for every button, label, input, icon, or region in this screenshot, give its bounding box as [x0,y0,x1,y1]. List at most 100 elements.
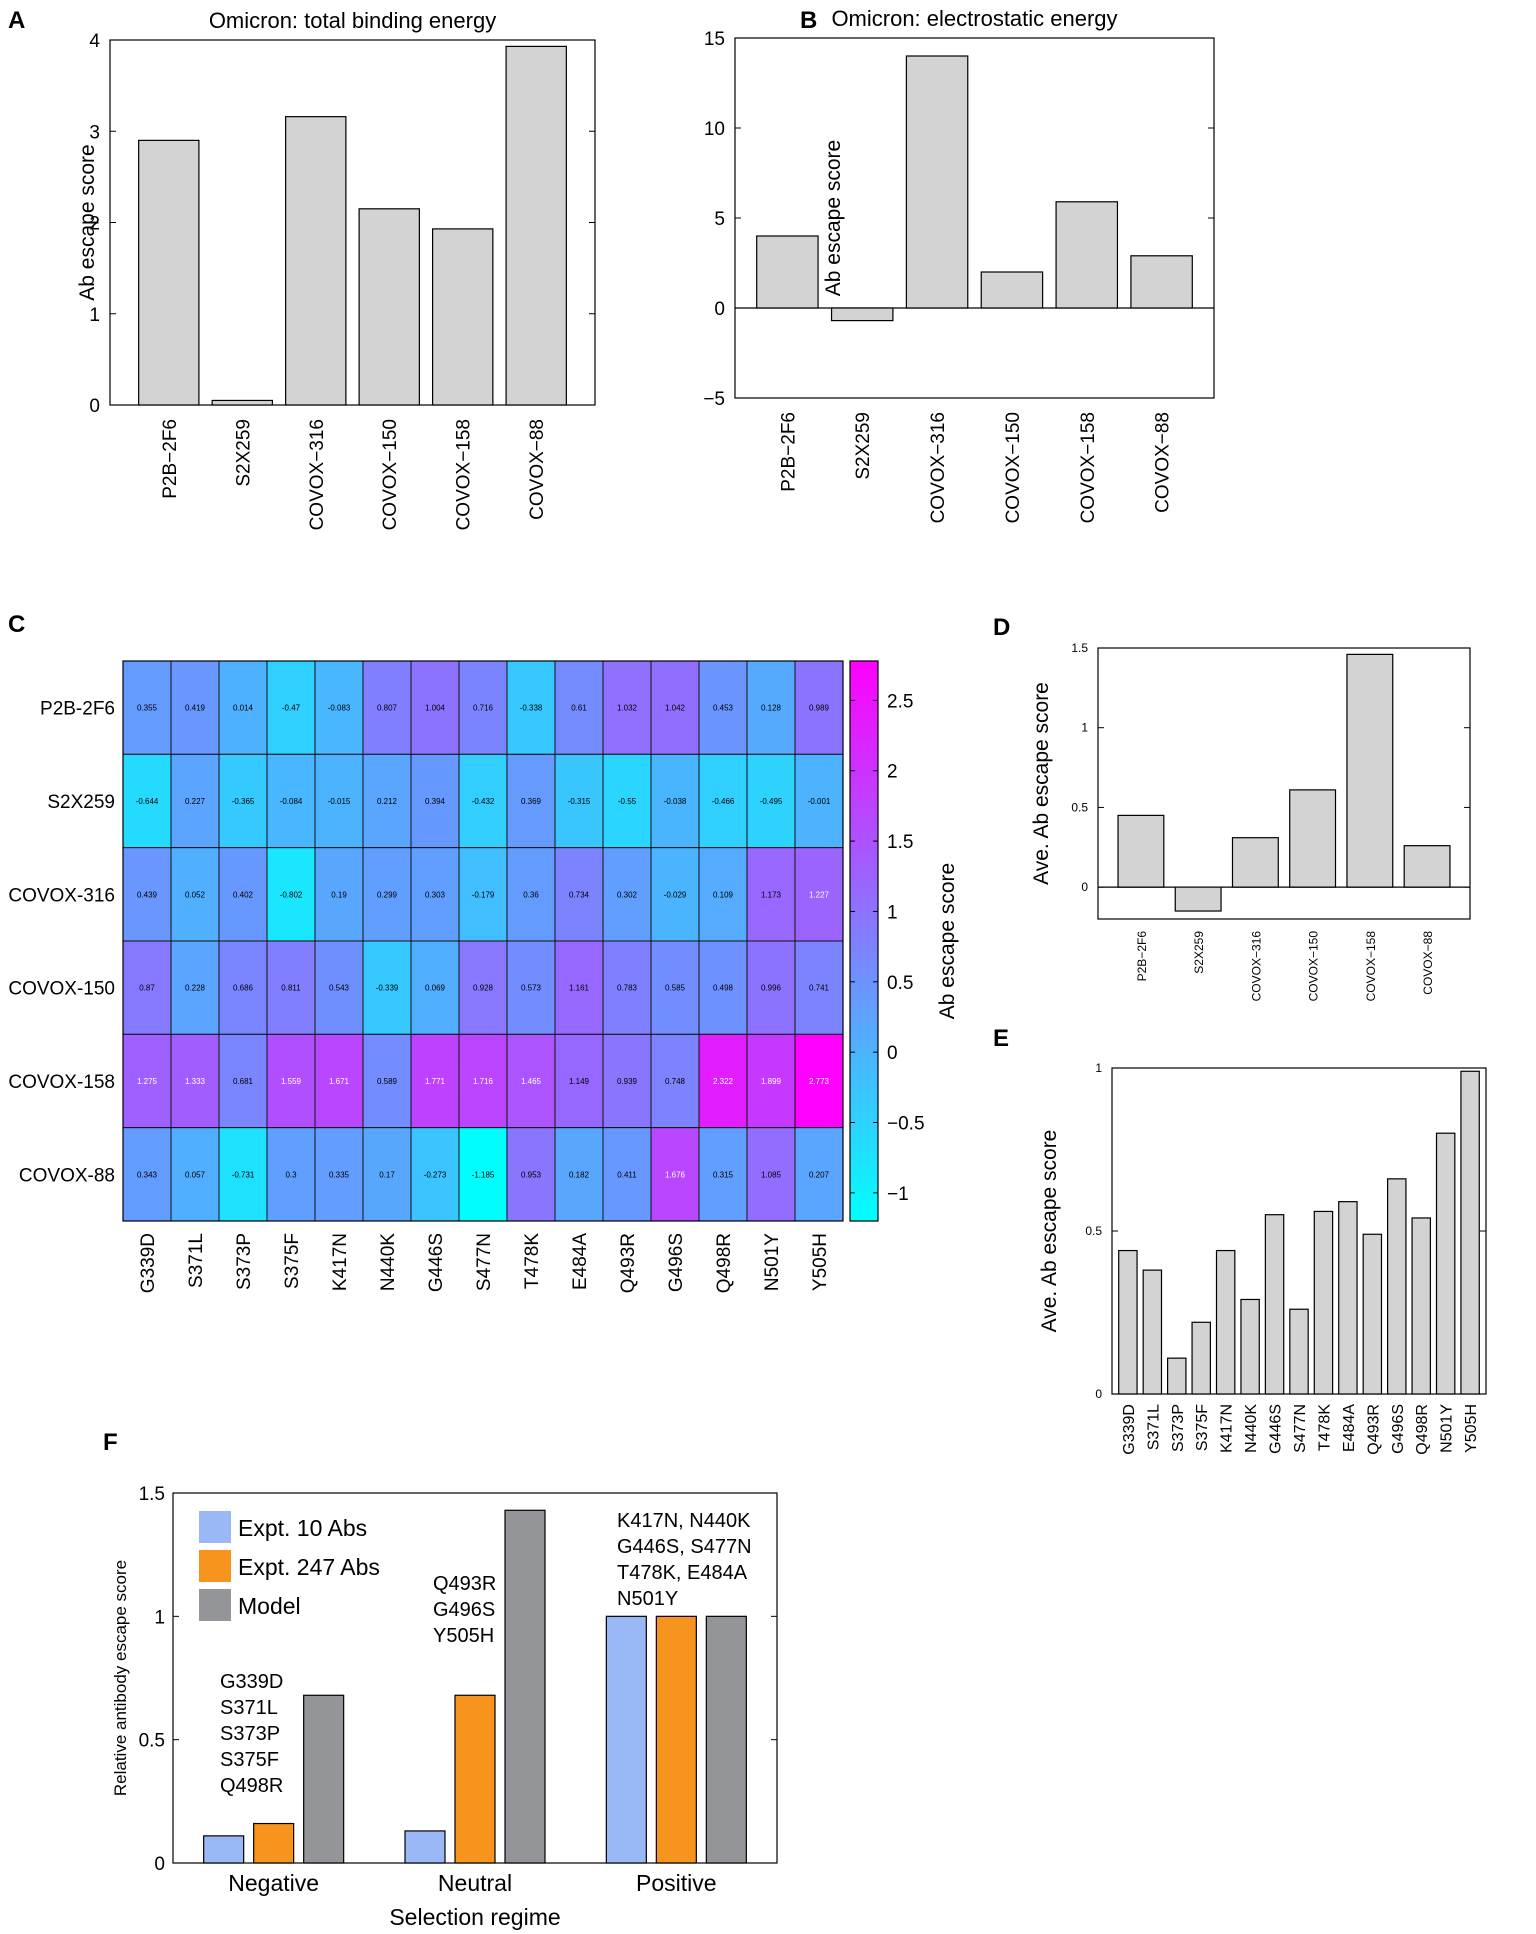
cell-value: 0.573 [521,984,542,993]
bar-e-5 [1240,1298,1260,1395]
chart-root: P2B−2F6 S2X259 COVOX−316 COVOX−150 COVOX−158… [8,6,1487,1930]
column-label: S373P [234,1233,255,1290]
x-tick-label: P2B−2F6 [778,412,799,492]
heatmap-cell [458,1033,508,1129]
x-tick-label: COVOX−158 [1078,412,1099,523]
heatmap-cell [602,753,652,849]
y-tick-label: 1 [1095,1061,1102,1075]
bar-a-1 [211,399,274,406]
y-tick-label: 0.5 [1085,1224,1102,1238]
legend-swatch [199,1511,231,1543]
x-tick-label: Q498R [1414,1404,1431,1455]
x-tick-label: Y505H [1463,1404,1480,1453]
cell-value: 0.343 [137,1170,158,1179]
x-tick-label: COVOX−158 [1364,931,1378,1002]
x-tick-label: COVOX−316 [1249,931,1263,1002]
heatmap-cell [314,847,364,942]
chart-f: 0 0.5 1 1.5 Negative Neutral Positive Selection… [111,1484,778,1930]
bar-b-3 [980,271,1044,309]
cell-value: 0.302 [617,890,638,899]
bar-a-0 [138,139,200,406]
x-tick-label: COVOX−150 [1003,412,1024,523]
x-tick-label: P2B−2F6 [1135,931,1149,982]
annotation-text: N501Y [617,1588,678,1610]
column-label: G446S [426,1233,447,1292]
legend-label: Expt. 247 Abs [238,1554,380,1580]
bar-d-1 [1174,886,1222,912]
x-tick-label: Q493R [1365,1404,1382,1455]
cell-value: 0.052 [185,890,206,899]
cell-value: 0.989 [809,704,830,713]
colorbar-tick-label: −0.5 [887,1114,925,1135]
y-axis-label: Ab escape score [76,144,99,300]
heatmap-cell [362,847,412,942]
x-tick-label: S371L [1145,1404,1162,1450]
cell-value: 1.771 [425,1077,446,1086]
cell-value: 1.671 [329,1077,350,1086]
chart-d: P2B−2F6 S2X259 COVOX−316 COVOX−150 COVOX−158… [1030,641,1471,1002]
cell-value: 0.17 [379,1170,395,1179]
cell-value: -0.029 [664,890,687,899]
heatmap-cell [410,753,460,849]
heatmap-cell [554,1127,604,1222]
cell-value: 1.465 [521,1077,542,1086]
x-axis-label: Selection regime [389,1904,560,1930]
heatmap-cell [794,847,844,942]
bar-e-6 [1264,1214,1285,1395]
cell-value: 1.275 [137,1077,158,1086]
bar-neutral-0 [404,1830,446,1864]
heatmap-cell [698,1127,748,1222]
cell-value: 1.149 [569,1077,590,1086]
cell-value: 0.411 [617,1170,637,1179]
cell-value: 1.716 [473,1077,494,1086]
heatmap-cell [218,660,268,755]
cell-value: -0.802 [280,890,303,899]
colorbar-tick-label: 2 [887,762,898,783]
bar-e-8 [1313,1210,1334,1395]
bar-e-12 [1411,1217,1431,1395]
cell-value: 0.014 [233,704,254,713]
bar-e-11 [1387,1178,1407,1395]
colorbar-tick-label: 1.5 [887,832,913,853]
bar-e-7 [1289,1308,1309,1395]
column-label: K417N [330,1233,351,1291]
cell-value: 0.299 [377,890,398,899]
heatmap-cell [410,1127,460,1222]
x-tick-label: G339D [1121,1404,1138,1455]
bar-b-1 [830,307,894,322]
annotation-text: Y505H [433,1625,494,1647]
heatmap-cell [266,940,316,1035]
annotation-text: Q498R [220,1775,283,1797]
panel-label-a: A [8,7,25,34]
bar-e-4 [1215,1249,1236,1395]
chart-c: 0.355 0.419 0.014 -0.47 -0.083 0.807 1.004 0.71… [8,660,959,1293]
y-tick-label: 0 [89,396,100,417]
x-tick-label: T478K [1316,1404,1333,1451]
heatmap-cell [266,1033,316,1129]
x-tick-label: S375F [1194,1404,1211,1451]
chart-title: Omicron: electrostatic energy [831,6,1117,31]
y-tick-label: 1 [154,1607,165,1628]
cell-value: -0.001 [808,797,831,806]
heatmap-cell [362,660,412,755]
chart-a: P2B−2F6 S2X259 COVOX−316 COVOX−150 COVOX−158… [76,8,596,530]
bar-neutral-2 [504,1509,546,1864]
y-tick-label: 15 [704,29,725,50]
heatmap-cell [314,753,364,849]
x-tick-label: COVOX−150 [1307,931,1321,1002]
cell-value: 0.87 [139,984,155,993]
y-tick-label: 0 [154,1854,165,1875]
bar-e-14 [1460,1070,1480,1395]
heatmap-cell [218,847,268,942]
bar-e-9 [1338,1201,1358,1395]
bar-positive-1 [655,1615,697,1864]
cell-value: 1.333 [185,1077,206,1086]
cell-value: -0.47 [282,704,301,713]
x-tick-label: COVOX−88 [1421,931,1435,995]
heatmap-cell [170,940,220,1035]
heatmap-cell [218,940,268,1035]
cell-value: 0.402 [233,890,254,899]
x-tick-label: E484A [1341,1404,1358,1452]
annotation-text: T478K, E484A [617,1562,748,1584]
y-axis-label: Ave. Ab escape score [1030,682,1053,885]
